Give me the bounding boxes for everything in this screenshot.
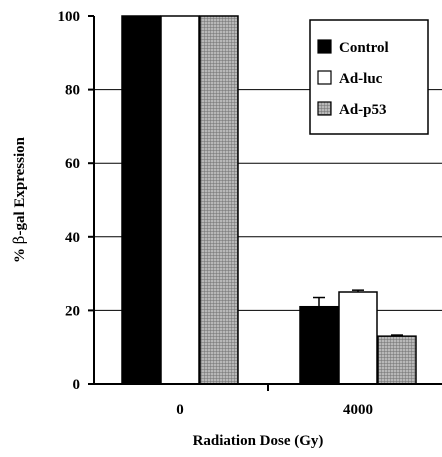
legend-label: Control xyxy=(339,40,389,56)
bar-ad-p53-0 xyxy=(199,15,239,385)
x-axis-label: Radiation Dose (Gy) xyxy=(193,433,324,449)
legend-label: Ad-p53 xyxy=(339,102,387,118)
bar-ad-luc-0 xyxy=(160,15,200,385)
y-tick-label: 20 xyxy=(65,303,80,319)
x-ticks: 0 4000 xyxy=(176,384,373,418)
bar-control-0 xyxy=(121,15,161,385)
legend-swatch-ad-p53 xyxy=(317,101,332,116)
y-tick-label: 100 xyxy=(58,9,81,25)
y-axis-label-symbol: β xyxy=(10,236,28,245)
bar-ad-luc-4000 xyxy=(338,291,378,385)
y-axis-label-suffix: -gal Expression xyxy=(12,136,28,235)
y-tick-label: 40 xyxy=(65,230,80,246)
y-axis-label: % β-gal Expression xyxy=(10,136,28,263)
y-ticks: 0 20 40 60 80 100 xyxy=(58,9,94,393)
legend-swatch-control xyxy=(317,39,332,54)
legend: Control Ad-luc Ad-p53 xyxy=(309,19,429,135)
x-tick-label: 4000 xyxy=(343,402,373,418)
error-bars xyxy=(313,289,403,337)
legend-label: Ad-luc xyxy=(339,71,383,87)
legend-swatch-ad-luc xyxy=(317,70,332,85)
y-tick-label: 0 xyxy=(73,377,81,393)
bar-ad-p53-4000 xyxy=(377,335,417,385)
y-tick-label: 60 xyxy=(65,156,80,172)
y-tick-label: 80 xyxy=(65,83,80,99)
bar-control-4000 xyxy=(299,305,339,385)
x-tick-label: 0 xyxy=(176,402,184,418)
y-axis-label-prefix: % xyxy=(12,244,28,263)
